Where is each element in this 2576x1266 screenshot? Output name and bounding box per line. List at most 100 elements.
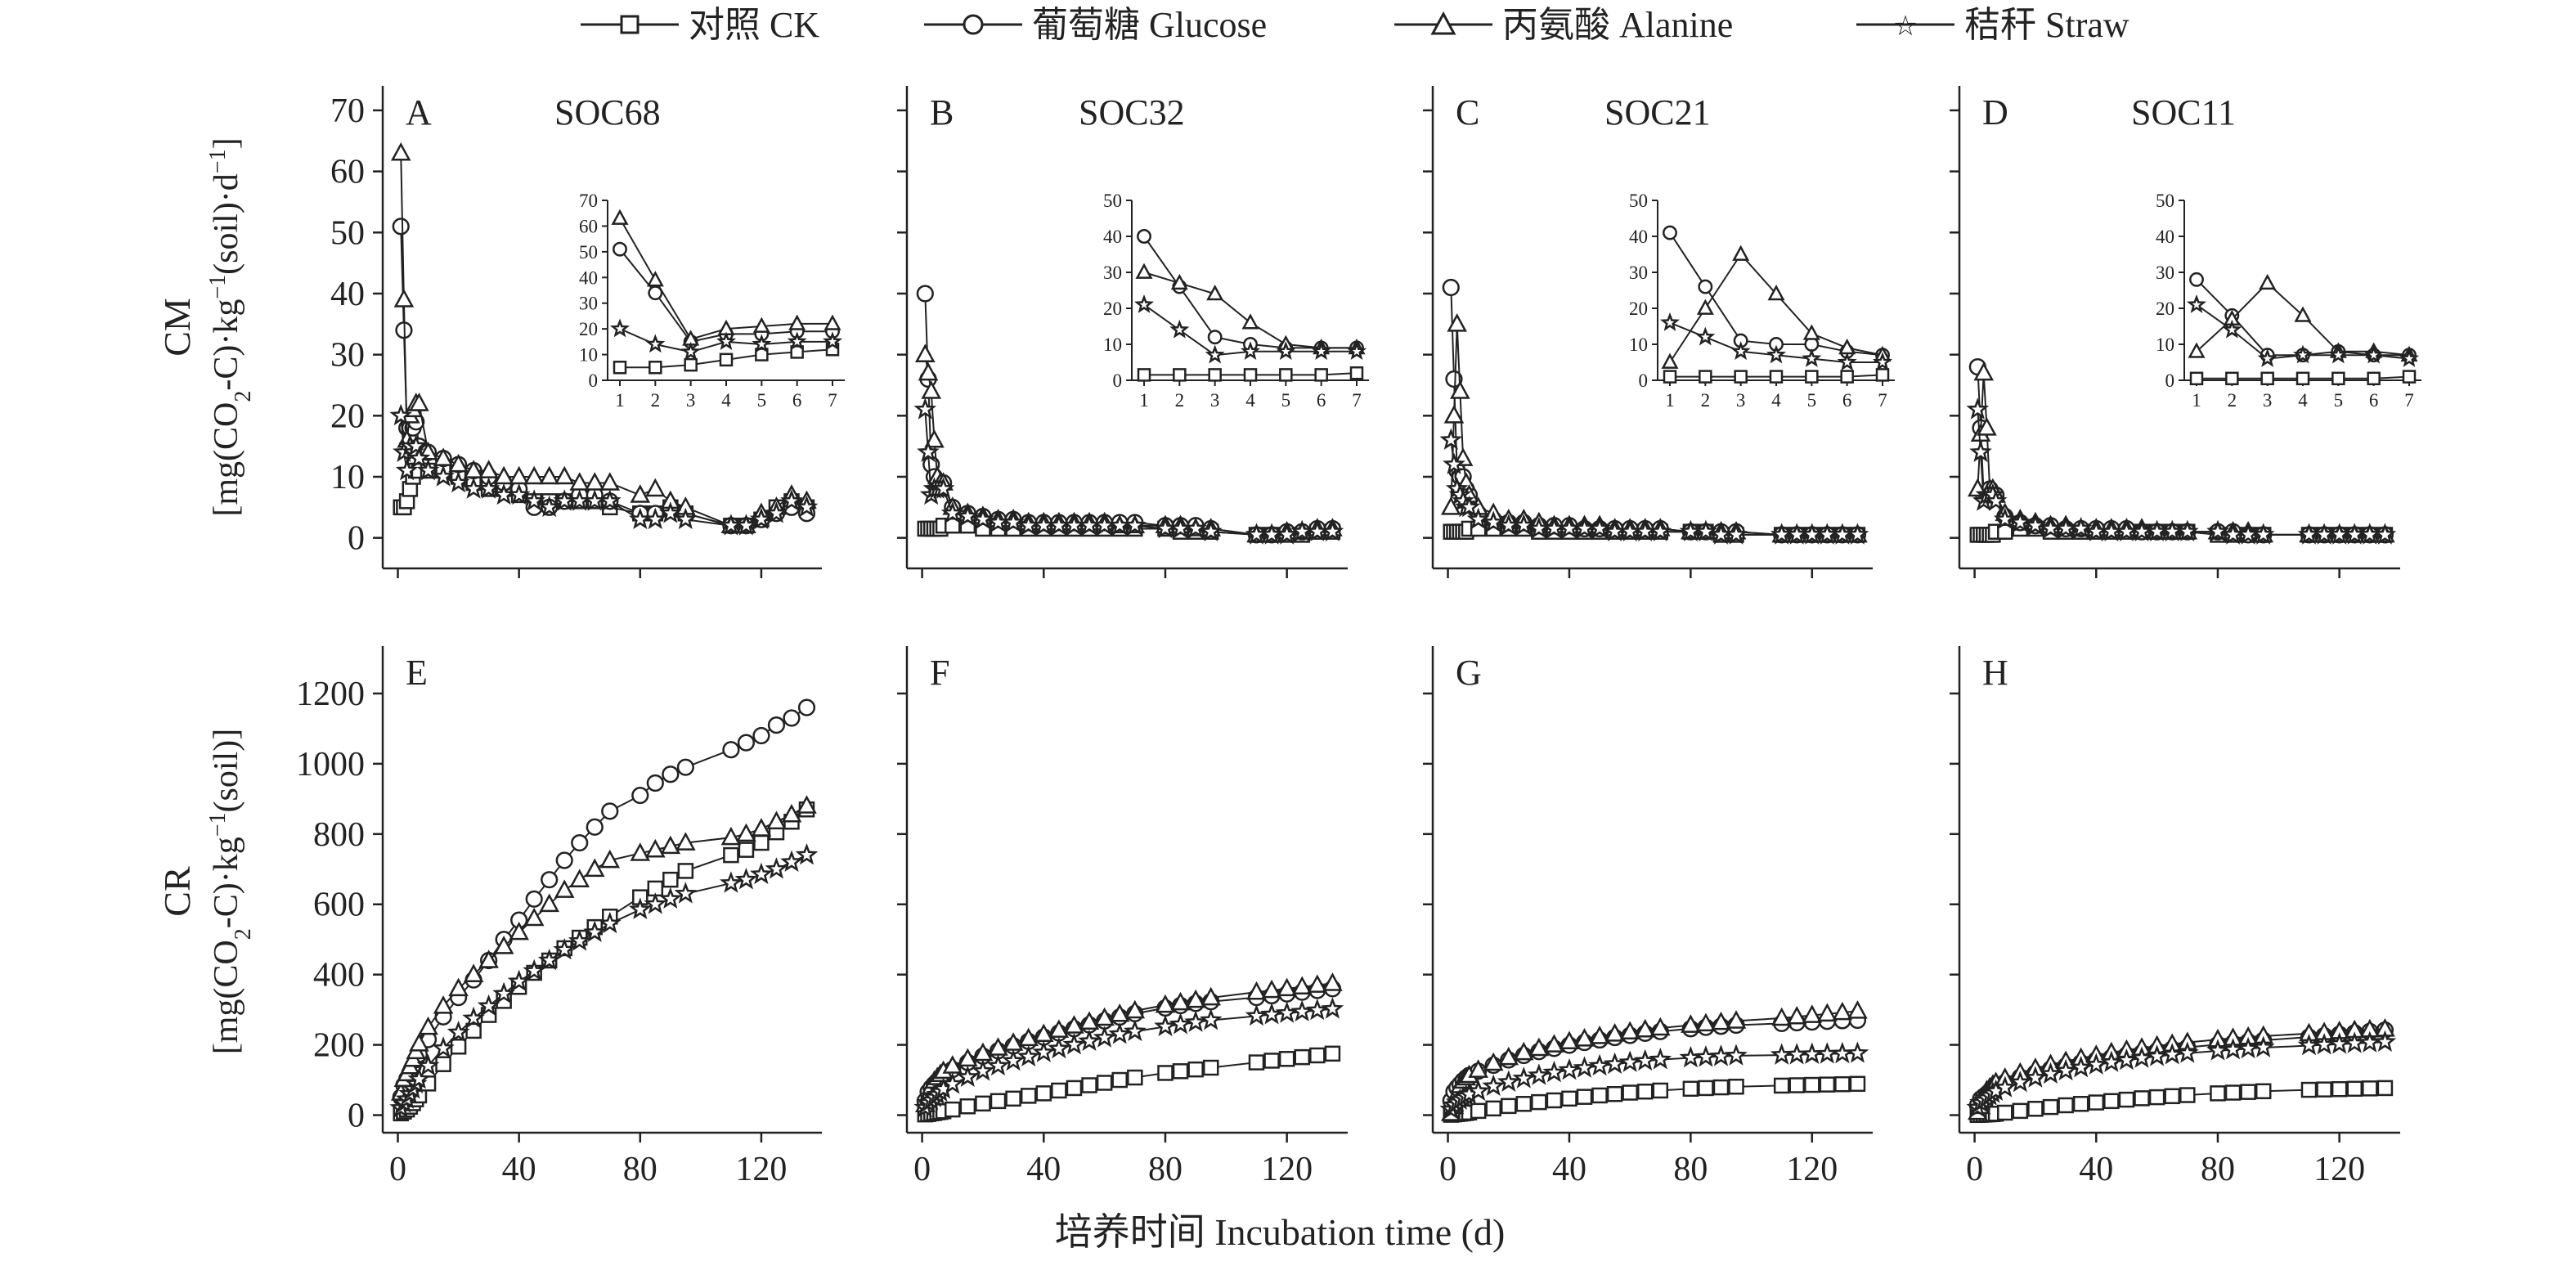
data-point-triangle — [1771, 1007, 1792, 1026]
data-point-star — [2115, 1048, 2138, 1071]
data-point-square — [1035, 1085, 1052, 1102]
inset-y-tick-label: 10 — [579, 345, 598, 366]
data-point-square — [2225, 371, 2239, 386]
data-point-star — [1649, 519, 1672, 541]
inset-x-tick-label: 7 — [1352, 390, 1362, 411]
data-point-star — [1466, 507, 1490, 530]
data-point-square — [2255, 1083, 2272, 1100]
inset-x-tick-label: 5 — [1281, 390, 1291, 411]
inset-x-tick-label: 2 — [2228, 390, 2237, 411]
data-point-square — [753, 834, 770, 851]
data-point-square — [1127, 1069, 1143, 1086]
x-tick-label: 40 — [2079, 1151, 2113, 1188]
data-point-triangle — [554, 465, 575, 485]
data-point-triangle — [766, 810, 787, 830]
data-point-star — [1603, 1052, 1627, 1075]
data-point-square — [1294, 1048, 1310, 1066]
inset-x-tick-label: 4 — [721, 390, 731, 411]
data-point-square — [2367, 371, 2381, 386]
data-point-triangle — [1241, 313, 1259, 330]
data-point-star — [1443, 452, 1465, 474]
inset-x-tick-label: 7 — [1878, 390, 1887, 411]
data-point-square — [2376, 1080, 2394, 1097]
series-star — [389, 842, 819, 1118]
data-point-triangle — [493, 465, 514, 485]
data-point-triangle — [584, 472, 605, 491]
series-line — [924, 354, 1333, 536]
data-point-star — [1032, 1040, 1056, 1062]
data-point-triangle — [1977, 417, 1997, 436]
data-point-star — [447, 470, 470, 493]
x-tick-label: 40 — [1552, 1151, 1586, 1188]
inset-x-tick-label: 7 — [2404, 390, 2414, 411]
data-point-triangle — [2188, 342, 2206, 358]
data-point-triangle — [1528, 1037, 1550, 1057]
data-point-star — [1275, 523, 1299, 545]
data-point-star — [1831, 1041, 1854, 1064]
inset-y-tick-label: 20 — [1629, 299, 1648, 319]
inset-y-tick-label: 10 — [1629, 334, 1648, 355]
data-point-star — [1260, 1003, 1283, 1025]
data-point-star — [1528, 1063, 1551, 1085]
data-point-star — [507, 969, 531, 992]
data-point-star — [389, 403, 412, 426]
y-tick-label: 30 — [330, 337, 365, 375]
data-point-star — [537, 948, 561, 971]
legend-item-glucose: 葡萄糖 Glucose — [924, 5, 1267, 45]
data-point-triangle — [736, 823, 756, 842]
data-point-star — [568, 929, 591, 951]
data-point-star — [2222, 319, 2242, 339]
x-tick-label: 40 — [1026, 1151, 1061, 1188]
data-point-star — [2363, 344, 2384, 364]
data-point-star — [2175, 1041, 2199, 1063]
inset-y-tick-label: 20 — [1103, 299, 1122, 319]
data-point-triangle — [788, 314, 806, 330]
data-point-square — [1773, 1077, 1790, 1094]
data-point-triangle — [390, 141, 411, 161]
data-point-triangle — [1048, 1019, 1070, 1038]
data-point-star — [2186, 294, 2207, 313]
data-point-star — [2008, 1070, 2032, 1093]
data-point-triangle — [1079, 1011, 1100, 1030]
series-line — [400, 854, 807, 1109]
data-point-square — [1682, 1080, 1699, 1098]
series-triangle — [914, 972, 1343, 1112]
data-point-square — [450, 1038, 467, 1055]
data-point-star — [972, 1059, 994, 1081]
panel-title: SOC21 — [1604, 92, 1711, 132]
data-point-square — [2240, 1084, 2256, 1100]
data-point-triangle — [509, 921, 529, 941]
panel-letter: G — [1456, 653, 1482, 693]
panel-letter: C — [1456, 92, 1479, 132]
data-point-square — [975, 1095, 991, 1112]
data-point-square — [2331, 371, 2345, 386]
panel-title: SOC68 — [554, 92, 661, 132]
x-tick-label: 120 — [1261, 1151, 1313, 1188]
inset-y-tick-label: 30 — [579, 294, 598, 314]
x-tick-label: 120 — [735, 1151, 787, 1188]
inset-x-tick-label: 6 — [1842, 390, 1852, 411]
data-point-square — [1652, 1082, 1669, 1099]
series-star — [1133, 294, 1367, 364]
data-point-square — [662, 871, 679, 888]
data-point-star — [1169, 319, 1190, 339]
data-point-star — [523, 958, 546, 981]
data-point-star — [795, 842, 819, 865]
series-star — [609, 318, 843, 361]
series-line — [1450, 324, 1858, 536]
data-point-square — [719, 352, 734, 367]
data-point-triangle — [1604, 1023, 1625, 1042]
data-point-triangle — [1711, 1011, 1731, 1030]
data-point-star — [416, 458, 440, 481]
series-star — [2186, 294, 2420, 367]
series-star — [1439, 1041, 1869, 1120]
data-point-square — [677, 863, 694, 879]
y-tick-label: 40 — [330, 276, 365, 313]
data-point-star — [1993, 1075, 2017, 1098]
data-point-circle — [1137, 229, 1151, 244]
series-star — [1966, 1030, 2397, 1118]
data-point-triangle — [1200, 986, 1222, 1006]
data-point-triangle — [1696, 299, 1714, 315]
legend-label: 葡萄糖 Glucose — [1032, 5, 1267, 45]
